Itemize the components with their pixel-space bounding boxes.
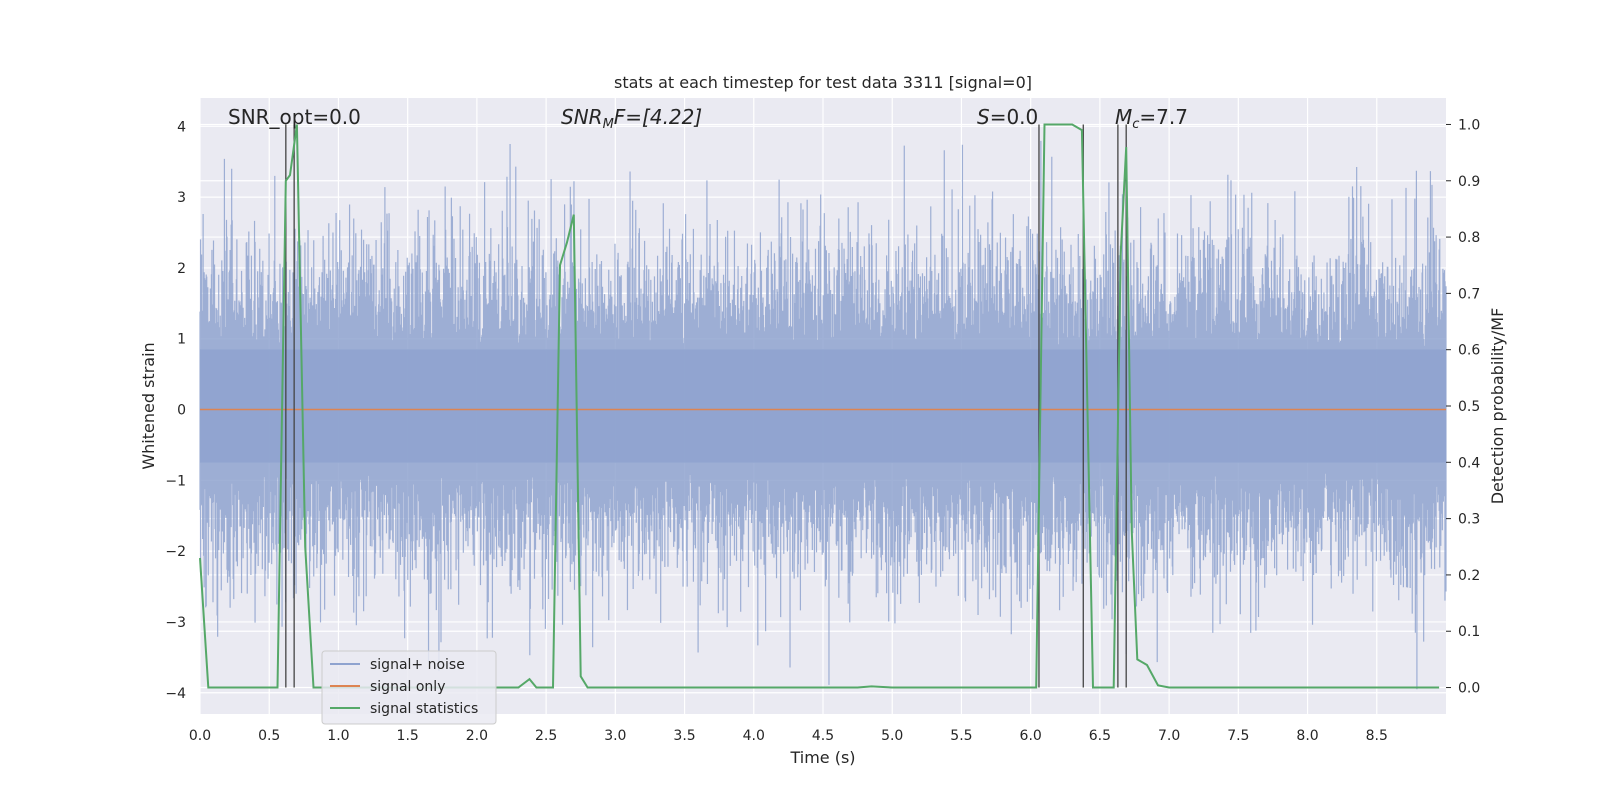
x-tick-label-1: 0.5 (258, 728, 280, 744)
x-tick-label-9: 4.5 (812, 728, 834, 744)
y2-tick-label-5: 0.5 (1458, 399, 1480, 415)
y-tick-label-5: 1 (177, 332, 186, 348)
y-axis-label: Whitened strain (139, 342, 158, 469)
x-axis-label: Time (s) (789, 748, 855, 767)
mc-var: M (1115, 105, 1132, 129)
x-tick-label-10: 5.0 (881, 728, 903, 744)
x-tick-label-0: 0.0 (189, 728, 211, 744)
snr-mf-rest: F=[4.22] (614, 105, 702, 129)
y2-tick-label-3: 0.3 (1458, 512, 1480, 528)
y2-tick-label-2: 0.2 (1458, 568, 1480, 584)
signal-noise-series (199, 140, 1447, 690)
x-tick-label-6: 3.0 (604, 728, 626, 744)
legend-box (321, 650, 497, 725)
noise-trace (199, 140, 1447, 690)
snr-mf-sub: M (603, 117, 614, 132)
y-right-axis-label: Detection probability/MF (1488, 308, 1507, 505)
x-tick-label-8: 4.0 (743, 728, 765, 744)
y-tick-label-0: −4 (165, 686, 186, 702)
legend-entry-signal-noise: signal+ noise (370, 657, 465, 673)
legend: signal+ noise signal only signal statist… (321, 650, 497, 725)
y-tick-label-4: 0 (177, 403, 186, 419)
x-tick-label-13: 6.5 (1089, 728, 1111, 744)
x-tick-label-3: 1.5 (397, 728, 419, 744)
legend-entry-signal-statistics: signal statistics (370, 701, 478, 717)
y2-tick-label-4: 0.4 (1458, 455, 1480, 471)
legend-entry-signal-only: signal only (370, 679, 445, 695)
x-tick-label-14: 7.0 (1158, 728, 1180, 744)
y-tick-label-2: −2 (165, 544, 186, 560)
y2-tick-label-7: 0.7 (1458, 286, 1480, 302)
annotation-mc: Mc=7.7 (1115, 105, 1188, 132)
x-tick-label-15: 7.5 (1227, 728, 1249, 744)
y-tick-label-1: −3 (165, 615, 186, 631)
y2-tick-label-0: 0.0 (1458, 681, 1480, 697)
y-tick-labels: −4 −3 −2 −1 0 1 2 3 4 (165, 119, 186, 701)
y-tick-label-6: 2 (177, 261, 186, 277)
x-tick-label-16: 8.0 (1296, 728, 1318, 744)
x-tick-labels: 0.0 0.5 1.0 1.5 2.0 2.5 3.0 3.5 4.0 4.5 5.0 5.5 6.0 6… (189, 728, 1388, 744)
x-tick-label-17: 8.5 (1366, 728, 1388, 744)
y2-tick-label-8: 0.8 (1458, 230, 1480, 246)
s-var: S (977, 105, 990, 129)
y2-tick-label-10: 1.0 (1458, 117, 1480, 133)
x-tick-label-7: 3.5 (673, 728, 695, 744)
mc-rest: =7.7 (1139, 105, 1188, 129)
y-tick-label-7: 3 (177, 190, 186, 206)
y2-tick-label-9: 0.9 (1458, 174, 1480, 190)
x-tick-label-2: 1.0 (327, 728, 349, 744)
signal-statistics-series (199, 123, 1440, 689)
annotation-s: S=0.0 (977, 105, 1038, 129)
annotation-snr-mf: SNRMF=[4.22] (561, 105, 702, 132)
y-tick-label-8: 4 (177, 119, 186, 135)
y2-tick-label-1: 0.1 (1458, 624, 1480, 640)
y2-tick-label-6: 0.6 (1458, 343, 1480, 359)
x-tick-label-12: 6.0 (1020, 728, 1042, 744)
mc-sub: c (1132, 117, 1139, 132)
x-tick-label-11: 5.5 (950, 728, 972, 744)
y-right-tick-labels: 0.0 0.1 0.2 0.3 0.4 0.5 0.6 0.7 0.8 0.9 1.0 (1446, 117, 1480, 697)
y-tick-label-3: −1 (165, 473, 186, 489)
x-tick-label-5: 2.5 (535, 728, 557, 744)
chart-title: stats at each timestep for test data 331… (614, 73, 1032, 92)
x-tick-label-4: 2.0 (466, 728, 488, 744)
snr-mf-main: SNR (561, 105, 603, 129)
annotation-snr-opt: SNR_opt=0.0 (228, 105, 361, 129)
s-rest: =0.0 (990, 105, 1039, 129)
